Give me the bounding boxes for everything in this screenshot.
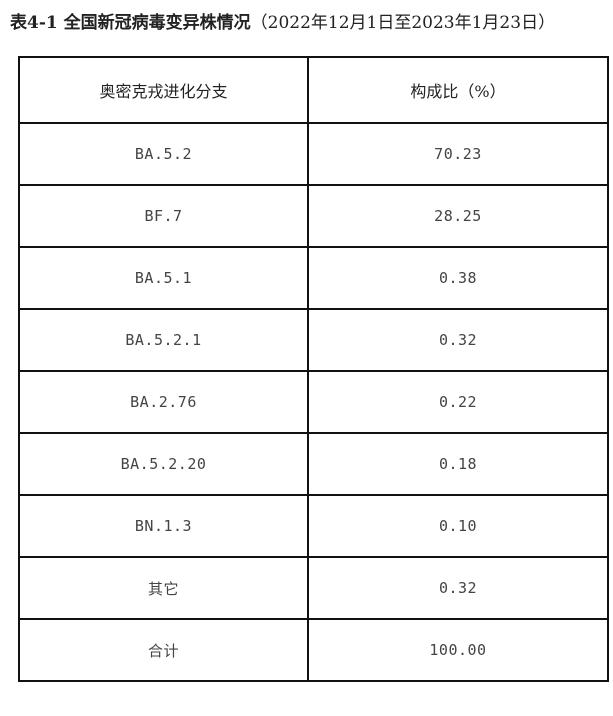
- header-percentage: 构成比（%）: [307, 56, 609, 124]
- percentage-cell: 0.32: [307, 308, 609, 372]
- branch-cell: BA.5.1: [18, 246, 309, 310]
- branch-cell: BA.5.2: [18, 122, 309, 186]
- table-row: BA.5.1 0.38: [18, 246, 609, 310]
- table-title: 表4-1 全国新冠病毒变异株情况（2022年12月1日至2023年1月23日）: [10, 8, 555, 33]
- percentage-cell: 28.25: [307, 184, 609, 248]
- table-row: BA.5.2.20 0.18: [18, 432, 609, 496]
- percentage-cell: 0.10: [307, 494, 609, 558]
- percentage-cell: 0.22: [307, 370, 609, 434]
- table-row: BF.7 28.25: [18, 184, 609, 248]
- table-row: BN.1.3 0.10: [18, 494, 609, 558]
- table-row: BA.2.76 0.22: [18, 370, 609, 434]
- table-row: BA.5.2 70.23: [18, 122, 609, 186]
- percentage-cell: 0.32: [307, 556, 609, 620]
- table-row: 合计 100.00: [18, 618, 609, 682]
- branch-cell: BA.2.76: [18, 370, 309, 434]
- branch-cell: 其它: [18, 556, 309, 620]
- branch-cell: BF.7: [18, 184, 309, 248]
- percentage-cell: 0.38: [307, 246, 609, 310]
- table-row: 其它 0.32: [18, 556, 609, 620]
- header-branch: 奥密克戎进化分支: [18, 56, 309, 124]
- branch-cell: BA.5.2.20: [18, 432, 309, 496]
- percentage-cell: 100.00: [307, 618, 609, 682]
- variant-table: 奥密克戎进化分支 构成比（%） BA.5.2 70.23 BF.7 28.25 BA.5…: [18, 56, 609, 682]
- table-row: BA.5.2.1 0.32: [18, 308, 609, 372]
- table-header-row: 奥密克戎进化分支 构成比（%）: [18, 56, 609, 124]
- branch-cell: BN.1.3: [18, 494, 309, 558]
- branch-cell: BA.5.2.1: [18, 308, 309, 372]
- percentage-cell: 0.18: [307, 432, 609, 496]
- table-title-date-range: （2022年12月1日至2023年1月23日）: [250, 13, 556, 33]
- percentage-cell: 70.23: [307, 122, 609, 186]
- branch-cell: 合计: [18, 618, 309, 682]
- table-title-main: 表4-1 全国新冠病毒变异株情况: [10, 13, 251, 33]
